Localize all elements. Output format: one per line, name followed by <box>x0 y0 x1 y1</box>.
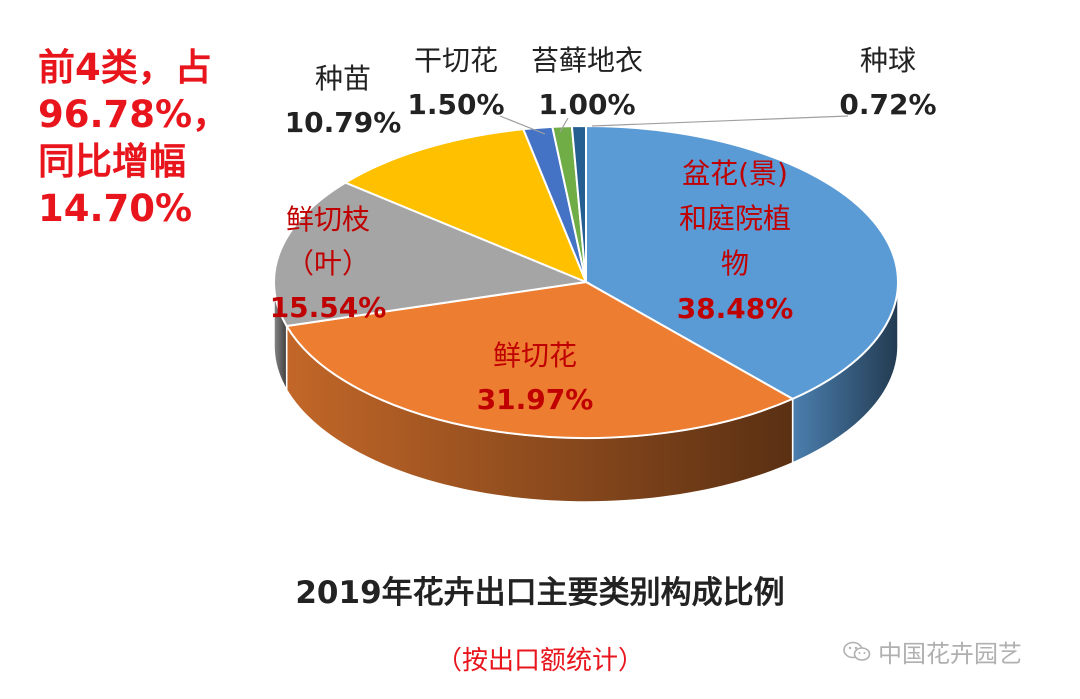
slice-name-label: 鲜切花 <box>493 339 577 372</box>
slice-name-label: 种苗 <box>315 62 371 95</box>
slice-value-label: 15.54% <box>270 291 387 324</box>
pie-slice-鲜切花 <box>285 280 795 439</box>
leader-line <box>591 115 849 127</box>
slice-value-label: 1.50% <box>407 88 504 121</box>
summary-annotation: 前4类，占 96.78%， 同比增幅 14.70% <box>38 44 278 232</box>
pie-slice-种苗 <box>343 128 588 284</box>
pie-slice-盆花(景)和庭院植物 <box>585 124 899 401</box>
pie-slice-鲜切枝（叶） <box>273 181 590 328</box>
watermark: 中国花卉园艺 <box>842 634 1022 669</box>
slice-name-label: 鲜切枝 <box>286 203 370 236</box>
annotation-line-2: 96.78%， <box>38 93 230 136</box>
slice-name-label: 苔藓地衣 <box>531 44 643 77</box>
leader-line <box>559 117 569 133</box>
wechat-icon <box>843 641 871 661</box>
slice-value-label: 38.48% <box>677 292 794 325</box>
slice-name-label: 干切花 <box>414 44 498 77</box>
slice-value-label: 31.97% <box>477 383 594 416</box>
slice-value-label: 1.00% <box>538 88 635 121</box>
watermark-text: 中国花卉园艺 <box>878 640 1022 668</box>
annotation-line-1: 前4类，占 <box>38 46 212 89</box>
leader-line <box>499 115 546 135</box>
slice-name-label: 物 <box>721 247 749 280</box>
slice-name-label: （叶） <box>286 247 370 280</box>
slice-name-label: 和庭院植 <box>679 202 791 235</box>
chart-title: 2019年花卉出口主要类别构成比例 <box>295 575 785 611</box>
slice-name-label: 种球 <box>860 44 916 77</box>
slice-value-label: 0.72% <box>839 88 936 121</box>
chart-subtitle: （按出口额统计） <box>435 646 644 676</box>
pie-slice-种球 <box>570 124 587 283</box>
slice-value-label: 10.79% <box>285 106 402 139</box>
annotation-line-3: 同比增幅 <box>38 140 186 183</box>
annotation-line-4: 14.70% <box>38 187 193 230</box>
slice-name-label: 盆花(景) <box>682 157 788 190</box>
pie-top <box>273 124 899 439</box>
